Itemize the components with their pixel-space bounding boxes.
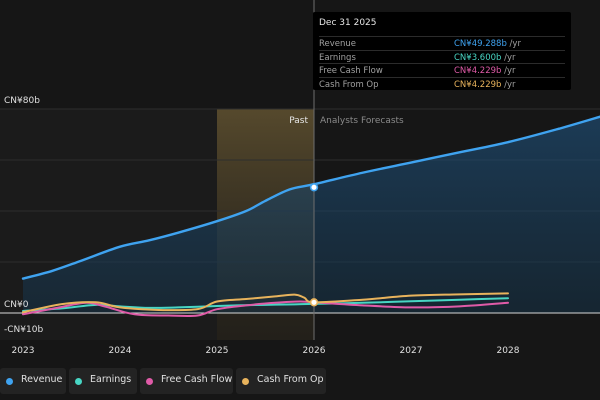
tooltip-row-label: Earnings — [319, 52, 356, 63]
legend-label: Cash From Op — [257, 374, 324, 385]
tooltip-row-label: Free Cash Flow — [319, 66, 383, 76]
legend-item-cash-from-op[interactable]: Cash From Op — [236, 368, 326, 394]
y-tick-label: -CN¥10b — [4, 325, 43, 335]
forecast-label: Analysts Forecasts — [320, 116, 404, 126]
legend-label: Revenue — [21, 374, 63, 385]
tooltip-row-value: CN¥49.288b /yr — [454, 39, 521, 49]
legend-dot-icon — [242, 378, 249, 385]
legend-dot-icon — [75, 378, 82, 385]
y-tick-label: CN¥80b — [4, 96, 40, 106]
tooltip-row: Free Cash Flow CN¥4.229b /yr — [319, 63, 565, 77]
legend-item-earnings[interactable]: Earnings — [69, 368, 137, 394]
tooltip-date: Dec 31 2025 — [319, 18, 377, 28]
past-label: Past — [289, 116, 308, 126]
tooltip-row-value: CN¥4.229b /yr — [454, 79, 516, 90]
revenue-line — [21, 115, 600, 280]
tooltip-row-value: CN¥3.600b /yr — [454, 52, 516, 63]
earnings-line — [22, 297, 509, 312]
tooltip-row: Earnings CN¥3.600b /yr — [319, 49, 565, 64]
tooltip: Dec 31 2025 Revenue CN¥49.288b /yr Earning… — [313, 12, 571, 90]
legend-label: Earnings — [90, 374, 132, 385]
legend-label: Free Cash Flow — [161, 374, 233, 385]
cash-from-op-line — [22, 292, 509, 314]
tooltip-row: Cash From Op CN¥4.229b /yr — [319, 76, 565, 91]
y-tick-label: CN¥0 — [4, 300, 29, 310]
series-marker — [309, 298, 319, 307]
series-marker — [309, 183, 319, 192]
tooltip-row: Revenue CN¥49.288b /yr — [319, 36, 565, 50]
tooltip-row-value: CN¥4.229b /yr — [454, 66, 516, 76]
x-tick-label: 2028 — [497, 346, 520, 356]
revenue-area — [23, 116, 600, 313]
legend-dot-icon — [6, 378, 13, 385]
x-tick-label: 2024 — [109, 346, 132, 356]
x-tick-label: 2025 — [206, 346, 229, 356]
tooltip-row-label: Cash From Op — [319, 79, 379, 90]
legend-dot-icon — [146, 378, 153, 385]
x-tick-label: 2026 — [303, 346, 326, 356]
x-tick-label: 2023 — [12, 346, 35, 356]
legend-item-free-cash-flow[interactable]: Free Cash Flow — [140, 368, 233, 394]
tooltip-row-label: Revenue — [319, 39, 357, 49]
free-cash-flow-line — [22, 300, 509, 318]
x-tick-label: 2027 — [400, 346, 423, 356]
legend-item-revenue[interactable]: Revenue — [0, 368, 66, 394]
